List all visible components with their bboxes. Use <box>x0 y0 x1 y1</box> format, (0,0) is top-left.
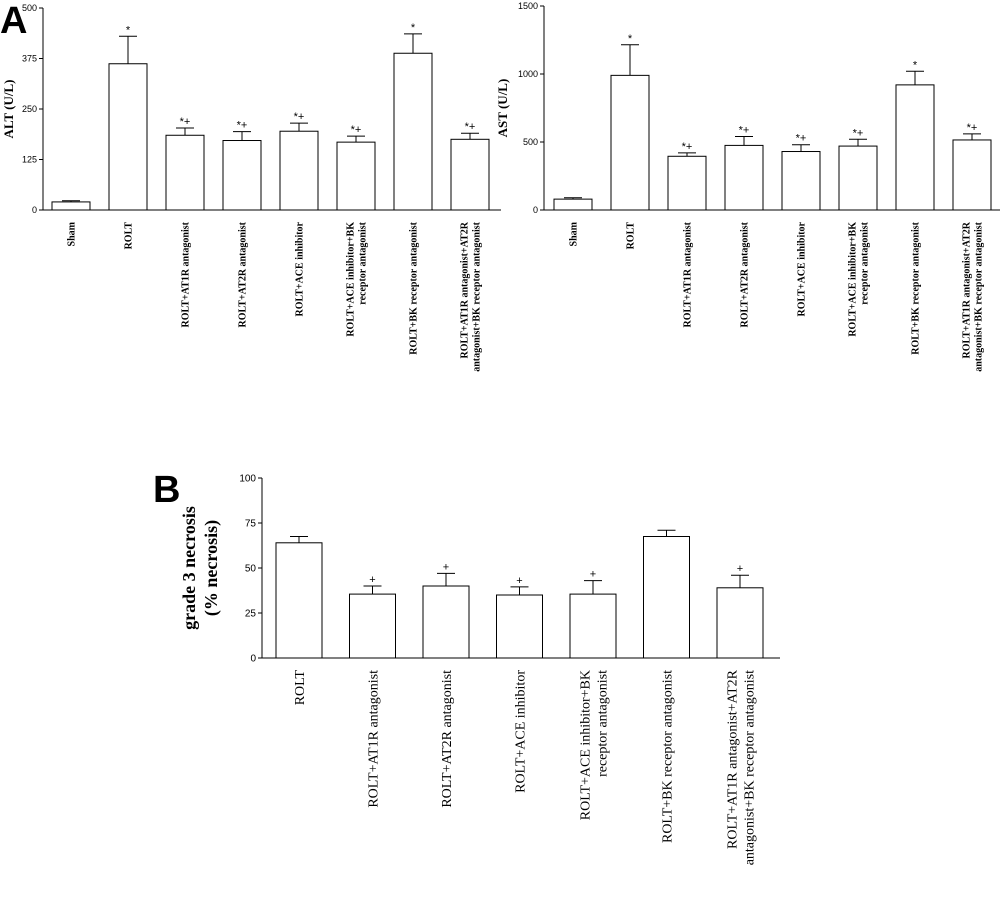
significance-marker: *+ <box>465 121 476 133</box>
significance-marker: + <box>369 574 375 586</box>
category-label: Sham <box>67 221 78 246</box>
category-label: antagonist+BK receptor antagonist <box>974 221 985 371</box>
chart-ast: 0 500 1000 1500 AST (U/L) Sham * ROLT *+ ROLT+AT1… <box>495 1 1000 372</box>
y-axis-title: ALT (U/L) <box>1 80 16 139</box>
bar <box>643 536 690 659</box>
significance-marker: *+ <box>796 133 807 145</box>
bar <box>569 593 617 659</box>
bar <box>716 587 764 659</box>
y-tick-label: 500 <box>22 3 37 13</box>
category-label: Sham <box>569 221 580 246</box>
category-label: ROLT+ACE inhibitor <box>513 670 528 793</box>
category-label: ROLT+AT1R antagonist <box>683 221 694 327</box>
category-label: ROLT+AT2R antagonist <box>440 670 455 808</box>
bar <box>952 139 992 211</box>
panel-label-a: A <box>0 0 27 42</box>
category-label: ROLT+AT1R antagonist+AT2R <box>725 669 740 849</box>
significance-marker: *+ <box>682 141 693 153</box>
bar <box>422 585 470 659</box>
category-label: ROLT+ACE inhibitor+BK <box>346 222 357 337</box>
y-tick-label: 25 <box>245 609 257 620</box>
category-label: ROLT+AT1R antagonist <box>366 670 381 808</box>
category-label: ROLT <box>293 670 308 706</box>
chart-alt: 0 125 250 375 500 ALT (U/L) Sham * ROLT *+ ROLT+AT… <box>1 3 501 372</box>
significance-marker: * <box>628 33 633 45</box>
category-label: ROLT+AT1R antagonist+AT2R <box>962 221 973 358</box>
y-tick-label: 100 <box>239 474 256 485</box>
y-tick-label: 0 <box>533 205 538 215</box>
bar <box>895 84 935 211</box>
bar <box>393 52 433 211</box>
significance-marker: * <box>126 24 131 36</box>
y-tick-label: 125 <box>22 155 37 165</box>
bar <box>51 201 91 211</box>
bar <box>838 145 878 211</box>
category-label: ROLT+ACE inhibitor+BK <box>578 670 593 820</box>
category-label: ROLT+AT2R antagonist <box>740 221 751 327</box>
category-label: receptor antagonist <box>860 221 871 304</box>
significance-marker: + <box>516 575 522 587</box>
category-label: ROLT+ACE inhibitor <box>295 221 306 316</box>
significance-marker: *+ <box>853 127 864 139</box>
category-label: ROLT+BK receptor antagonist <box>409 221 420 354</box>
bar <box>349 593 396 659</box>
category-label: ROLT <box>124 222 135 250</box>
category-label: ROLT+BK receptor antagonist <box>660 670 675 843</box>
y-tick-label: 0 <box>250 654 256 665</box>
significance-marker: + <box>737 563 743 575</box>
bar <box>108 63 148 211</box>
significance-marker: * <box>411 22 416 34</box>
y-tick-label: 0 <box>32 205 37 215</box>
panel-label-b: B <box>153 469 180 511</box>
category-label: ROLT+BK receptor antagonist <box>911 221 922 354</box>
y-tick-label: 375 <box>22 54 37 64</box>
bar <box>279 130 319 211</box>
category-label: receptor antagonist <box>595 670 610 777</box>
significance-marker: + <box>590 569 596 581</box>
y-tick-label: 1000 <box>518 69 538 79</box>
category-label: receptor antagonist <box>358 221 369 304</box>
significance-marker: + <box>443 561 449 573</box>
significance-marker: *+ <box>739 125 750 137</box>
y-tick-label: 75 <box>245 519 257 530</box>
bar <box>165 134 205 211</box>
category-label: ROLT+ACE inhibitor <box>797 221 808 316</box>
significance-marker: *+ <box>237 120 248 132</box>
y-axis-title: (% necrosis) <box>201 520 222 616</box>
y-axis-title: grade 3 necrosis <box>179 506 199 630</box>
bar <box>610 74 650 211</box>
y-axis-title: AST (U/L) <box>495 79 510 138</box>
category-label: ROLT <box>626 222 637 250</box>
bar <box>667 155 707 211</box>
significance-marker: *+ <box>351 124 362 136</box>
significance-marker: *+ <box>180 116 191 128</box>
bar <box>724 144 764 211</box>
category-label: ROLT+AT2R antagonist <box>238 221 249 327</box>
y-tick-label: 250 <box>22 104 37 114</box>
category-label: ROLT+ACE inhibitor+BK <box>848 222 859 337</box>
category-label: ROLT+AT1R antagonist <box>181 221 192 327</box>
y-tick-label: 50 <box>245 564 257 575</box>
category-label: antagonist+BK receptor antagonist <box>472 221 483 371</box>
bar <box>781 151 821 211</box>
bar <box>553 198 593 211</box>
significance-marker: * <box>913 59 918 71</box>
bar <box>336 141 376 211</box>
significance-marker: *+ <box>967 122 978 134</box>
y-tick-label: 500 <box>523 137 538 147</box>
y-tick-label: 1500 <box>518 1 538 11</box>
category-label: ROLT+AT1R antagonist+AT2R <box>460 221 471 358</box>
category-label: antagonist+BK receptor antagonist <box>742 670 757 865</box>
chart-necrosis: 0 25 50 75 100 grade 3 necrosis (% necrosis) RO… <box>179 474 780 865</box>
bar <box>275 542 323 659</box>
bar <box>496 594 543 659</box>
bar <box>222 140 262 211</box>
bar <box>450 138 490 211</box>
significance-marker: *+ <box>294 111 305 123</box>
